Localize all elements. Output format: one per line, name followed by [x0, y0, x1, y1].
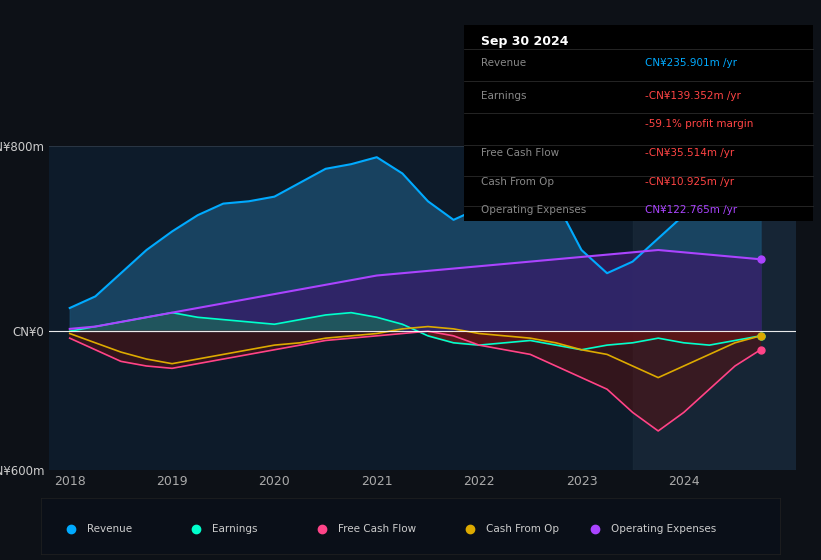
Text: Operating Expenses: Operating Expenses: [612, 524, 717, 534]
Text: Cash From Op: Cash From Op: [486, 524, 559, 534]
Text: -59.1% profit margin: -59.1% profit margin: [645, 119, 754, 129]
Text: -CN¥139.352m /yr: -CN¥139.352m /yr: [645, 91, 741, 101]
Text: Earnings: Earnings: [481, 91, 527, 101]
Text: -CN¥10.925m /yr: -CN¥10.925m /yr: [645, 177, 735, 187]
Text: Cash From Op: Cash From Op: [481, 177, 554, 187]
Text: Revenue: Revenue: [87, 524, 132, 534]
Text: Free Cash Flow: Free Cash Flow: [338, 524, 416, 534]
Text: CN¥122.765m /yr: CN¥122.765m /yr: [645, 206, 737, 215]
Text: -CN¥35.514m /yr: -CN¥35.514m /yr: [645, 148, 735, 158]
Bar: [633, 146, 796, 470]
Text: Earnings: Earnings: [213, 524, 258, 534]
Text: Sep 30 2024: Sep 30 2024: [481, 35, 569, 48]
Text: Free Cash Flow: Free Cash Flow: [481, 148, 559, 158]
Text: Revenue: Revenue: [481, 58, 526, 68]
Text: Operating Expenses: Operating Expenses: [481, 206, 586, 215]
Text: CN¥235.901m /yr: CN¥235.901m /yr: [645, 58, 737, 68]
